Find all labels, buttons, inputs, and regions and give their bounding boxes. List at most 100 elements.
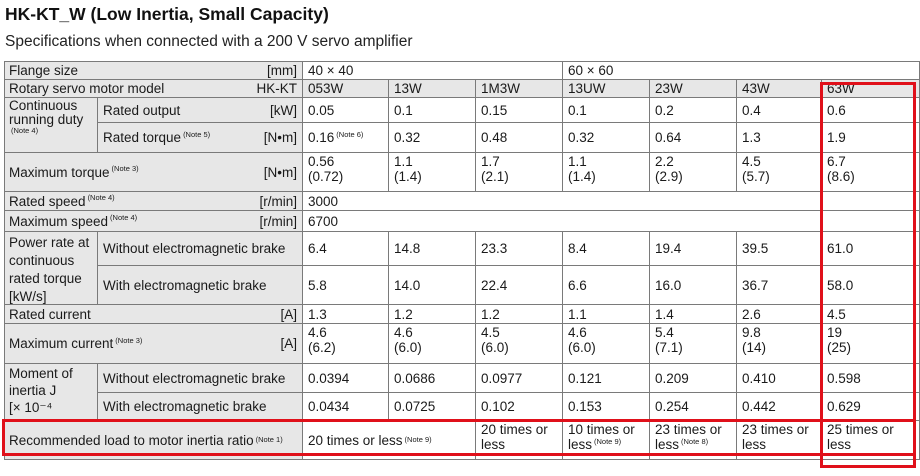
max-current: Maximum current (Note 3) [A]: [4, 324, 303, 364]
rated-torque-value: 0.48: [476, 123, 563, 153]
rated-current-unit: [A]: [280, 306, 297, 322]
rated-speed-label: Rated speed: [9, 193, 86, 209]
rated-current-value-text: 1.4: [655, 307, 674, 322]
rated-torque-value-text: 0.16 (Note 6): [308, 130, 363, 145]
rated-output-value: 0.2: [650, 98, 737, 123]
power-rate-without-text: Without electromagnetic brake: [103, 241, 286, 256]
max-torque-value-main: 1.1: [394, 154, 413, 169]
rated-torque-note: (Note 5): [183, 129, 211, 139]
flange-size-label: Flange size: [9, 62, 79, 78]
power-rate-without-value: 14.8: [389, 232, 476, 266]
inertia-with-value-text: 0.254: [655, 399, 689, 414]
inertia-without-value-main: 0.410: [742, 370, 776, 386]
flange-size-unit: [mm]: [267, 62, 297, 78]
max-torque-value-main: 1.7: [481, 154, 500, 169]
inertia-line: [× 10⁻⁴ kg•m²]: [9, 400, 53, 420]
power-rate-without-value: 19.4: [650, 232, 737, 266]
rated-current-value-main: 2.6: [742, 306, 761, 322]
rated-torque-value-main: 0.48: [481, 130, 508, 145]
power-rate-without-value: 39.5: [737, 232, 822, 266]
model-header: 43W: [737, 80, 822, 98]
max-torque-value: 1.7 (2.1): [476, 153, 563, 192]
inertia-without-value-main: 0.598: [827, 370, 861, 386]
rated-current-value-main: 4.5: [827, 306, 846, 322]
power-rate-without-value-text: 14.8: [394, 241, 420, 256]
rated-torque-value: 0.16 (Note 6): [303, 123, 389, 153]
table-top-border: [4, 61, 920, 62]
max-torque-value-text: 1.1 (1.4): [394, 154, 422, 184]
power-rate-with-value-text: 16.0: [655, 278, 681, 293]
rated-output-unit: [kW]: [270, 102, 297, 118]
load-ratio-c5: 23 times or less (Note 8): [650, 421, 737, 460]
inertia-without-value-main: 0.209: [655, 370, 689, 386]
power-rate-with-value: 36.7: [737, 266, 822, 305]
rated-current-value-text: 2.6: [742, 307, 761, 322]
inertia-without-value: 0.0977: [476, 364, 563, 393]
inertia-without-value-main: 0.121: [568, 370, 602, 386]
rated-torque-value-main: 0.16: [308, 130, 335, 145]
inertia-with-value: 0.102: [476, 393, 563, 421]
rated-torque-value: 0.64: [650, 123, 737, 153]
rated-current-value: 1.3: [303, 305, 389, 324]
model-header-text: 13UW: [568, 81, 606, 96]
inertia-without-value-text: 0.0686: [394, 371, 435, 386]
rated-output-text: Rated output: [103, 103, 180, 118]
inertia-with-value-text: 0.0725: [394, 399, 435, 414]
max-current-value-text: 4.6 (6.2): [308, 325, 336, 355]
inertia-with-value: 0.442: [737, 393, 822, 421]
max-current-value: 4.6 (6.0): [389, 324, 476, 364]
load-ratio-c4: 10 times or less (Note 9): [563, 421, 650, 460]
rated-current-value-text: 1.2: [394, 307, 413, 322]
inertia-with-value-main: 0.153: [568, 399, 602, 414]
max-current-value-sub: (14): [742, 340, 767, 355]
inertia-with-value-main: 0.629: [827, 399, 861, 414]
inertia-with-value-text: 0.629: [827, 399, 861, 414]
inertia-with-value: 0.0434: [303, 393, 389, 421]
inertia-with-value-text: 0.0434: [308, 399, 349, 414]
power-rate-without-label: Without electromagnetic brake: [98, 232, 303, 266]
model-header: 053W: [303, 80, 389, 98]
max-torque-value-sub: (0.72): [308, 169, 344, 184]
rated-current-value-text: 1.1: [568, 307, 587, 322]
max-current-value-text: 4.6 (6.0): [394, 325, 422, 355]
inertia-with-value-main: 0.442: [742, 399, 776, 414]
rated-torque-label: Rated torque: [103, 130, 182, 145]
model-header: 1M3W: [476, 80, 563, 98]
rated-output-value: 0.05: [303, 98, 389, 123]
max-speed: Maximum speed (Note 4) [r/min]: [4, 211, 303, 232]
max-torque-value-main: 2.2: [655, 154, 674, 169]
rated-output-value-main: 0.1: [568, 102, 587, 118]
power-rate-with-value-main: 14.0: [394, 277, 421, 293]
power-rate-without-value: 6.4: [303, 232, 389, 266]
rated-output-value-text: 0.05: [308, 103, 334, 118]
max-torque-value-text: 1.7 (2.1): [481, 154, 509, 184]
max-torque-value: 4.5 (5.7): [737, 153, 822, 192]
max-current-value-main: 5.4: [655, 325, 674, 340]
max-torque-value-sub: (1.4): [568, 169, 596, 184]
max-torque-value-sub: (5.7): [742, 169, 770, 184]
load-ratio-c6-line2: less: [742, 437, 767, 452]
rated-current-label: Rated current: [9, 306, 91, 322]
model-header: 23W: [650, 80, 737, 98]
rated-output-label: Rated output: [103, 102, 181, 118]
rated-speed-text: 3000: [308, 193, 339, 209]
rated-torque-value: 0.32: [563, 123, 650, 153]
inertia-with-value-text: 0.153: [568, 399, 602, 414]
rated-current-value: 1.2: [476, 305, 563, 324]
power-rate-with-value-text: 36.7: [742, 278, 768, 293]
power-rate-without-value: 23.3: [476, 232, 563, 266]
max-torque-label: Maximum torque: [9, 164, 110, 180]
rated-torque-value-text: 1.9: [827, 130, 846, 145]
max-torque-value-sub: (2.9): [655, 169, 683, 184]
inertia-with-value: 0.0725: [389, 393, 476, 421]
rated-current-value: 4.5: [822, 305, 920, 324]
rated-current-value-main: 1.2: [481, 306, 500, 322]
inertia-with-value: 0.629: [822, 393, 920, 421]
model-header-text: 63W: [827, 81, 855, 96]
flange-size-text: Flange size: [9, 63, 78, 78]
rated-output-value-main: 0.15: [481, 102, 508, 118]
inertia-with-text: With electromagnetic brake: [103, 399, 267, 414]
power-rate-without-value-main: 8.4: [568, 241, 587, 256]
inertia-without-value: 0.0686: [389, 364, 476, 393]
rated-output: Rated output [kW]: [98, 98, 303, 123]
